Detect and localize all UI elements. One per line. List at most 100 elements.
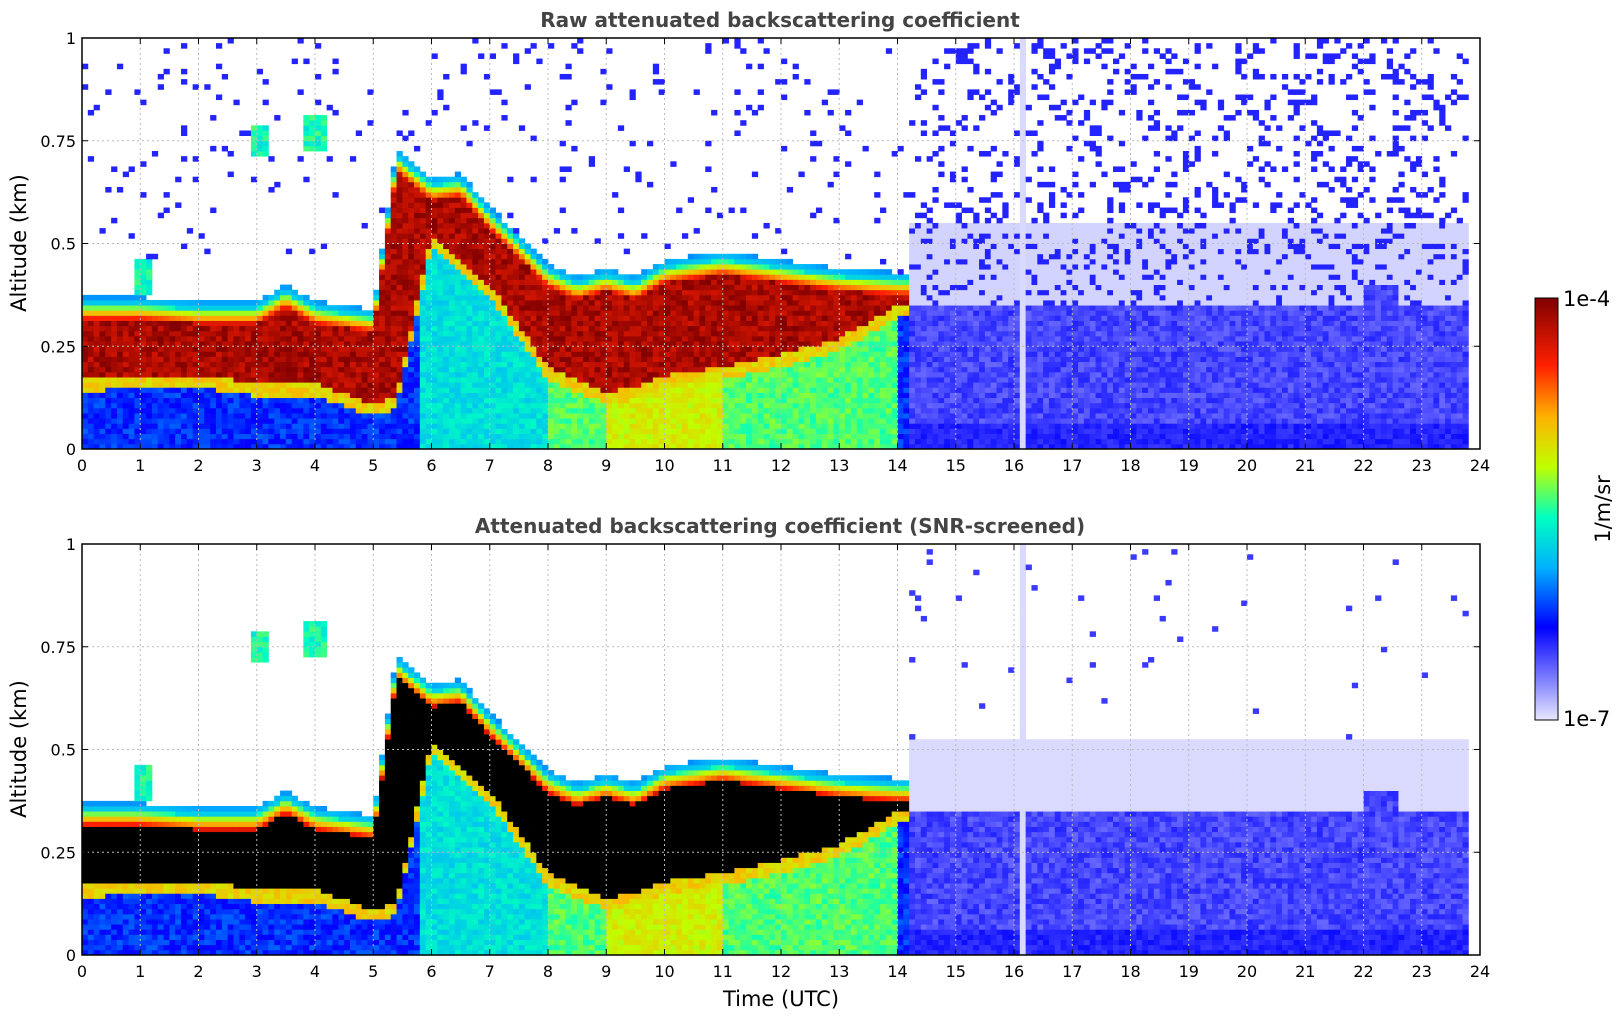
heatmap-cell (489, 371, 496, 378)
heatmap-cell (175, 438, 182, 445)
heatmap-cell (786, 413, 794, 419)
heatmap-cell (105, 397, 112, 404)
heatmap-cell (291, 310, 298, 316)
heatmap-cell (466, 181, 473, 188)
heatmap-cell (565, 433, 572, 440)
heatmap-cell (804, 423, 811, 429)
heatmap-cell (629, 423, 636, 429)
heatmap-cell (769, 361, 776, 368)
heatmap-cell (134, 284, 141, 291)
heatmap-cell (641, 351, 648, 357)
heatmap-cell (693, 392, 700, 399)
heatmap-cell (676, 330, 683, 337)
heatmap-cell (513, 335, 520, 342)
heatmap-cell (192, 325, 199, 332)
heatmap-cell (483, 371, 491, 378)
heatmap-cell (390, 217, 397, 224)
heatmap-cell (606, 361, 613, 368)
heatmap-cell (448, 330, 456, 337)
heatmap-cell (169, 428, 176, 434)
heatmap-cell (227, 341, 234, 347)
heatmap-cell (792, 279, 799, 285)
heatmap-cell (105, 402, 112, 409)
heatmap-cell (483, 233, 491, 239)
heatmap-cell (402, 377, 409, 383)
heatmap-cell (355, 335, 363, 342)
heatmap-cell (437, 264, 444, 270)
heatmap-cell (390, 361, 397, 368)
heatmap-cell (315, 371, 322, 378)
heatmap-cell (670, 418, 677, 424)
heatmap-cell (786, 392, 794, 399)
heatmap-cell (256, 423, 263, 429)
heatmap-cell (448, 305, 456, 311)
heatmap-cell (670, 284, 677, 291)
heatmap-cell (82, 438, 89, 445)
heatmap-cell (414, 351, 421, 357)
heatmap-cell (559, 351, 566, 357)
heatmap-cell (664, 413, 671, 419)
heatmap-cell (146, 397, 153, 404)
heatmap-cell (641, 305, 648, 311)
heatmap-cell (746, 325, 753, 332)
heatmap-cell (402, 356, 409, 363)
heatmap-cell (146, 274, 153, 280)
heatmap-cell (169, 371, 176, 378)
heatmap-cell (338, 413, 345, 419)
heatmap-cell (402, 294, 409, 301)
heatmap-cell (140, 433, 147, 440)
heatmap-cell (221, 407, 229, 414)
heatmap-cell (524, 438, 531, 445)
heatmap-cell (379, 361, 386, 368)
heatmap-cell (728, 433, 735, 440)
heatmap-cell (501, 274, 508, 280)
heatmap-cell (711, 274, 718, 280)
heatmap-cell (775, 294, 782, 301)
heatmap-cell (82, 423, 89, 429)
heatmap-cell (414, 284, 421, 291)
heatmap-cell (623, 325, 630, 332)
heatmap-cell (192, 366, 199, 373)
heatmap-cell (181, 341, 188, 347)
heatmap-cell (751, 387, 759, 393)
heatmap-cell (239, 418, 246, 424)
heatmap-cell (483, 269, 491, 275)
heatmap-cell (612, 279, 619, 285)
heatmap-cell (483, 228, 491, 234)
heatmap-cell (629, 402, 636, 409)
heatmap-cell (559, 418, 566, 424)
heatmap-cell (198, 310, 205, 316)
heatmap-cell (116, 351, 124, 357)
heatmap-cell (507, 402, 514, 409)
heatmap-cell (705, 351, 712, 357)
heatmap-cell (116, 294, 124, 301)
heatmap-cell (542, 351, 549, 357)
heatmap-cell (577, 361, 584, 368)
heatmap-cell (431, 305, 438, 311)
heatmap-cell (157, 330, 164, 337)
heatmap-cell (309, 438, 316, 445)
heatmap-cell (559, 176, 566, 183)
heatmap-cell (775, 413, 782, 419)
heatmap-cell (513, 413, 520, 419)
heatmap-cell (460, 243, 467, 250)
heatmap-cell (146, 264, 153, 270)
heatmap-cell (495, 315, 502, 321)
heatmap-cell (559, 413, 566, 419)
heatmap-cell (716, 407, 724, 414)
heatmap-cell (798, 320, 805, 327)
heatmap-cell (373, 433, 380, 440)
heatmap-cell (349, 361, 357, 368)
heatmap-cell (472, 407, 479, 414)
heatmap-cell (530, 335, 537, 342)
heatmap-cell (530, 423, 537, 429)
heatmap-cell (250, 433, 258, 440)
heatmap-cell (431, 53, 438, 59)
heatmap-cell (530, 407, 537, 414)
heatmap-cell (495, 346, 502, 352)
heatmap-cell (437, 407, 444, 414)
heatmap-cell (483, 212, 491, 219)
heatmap-cell (151, 402, 159, 409)
heatmap-cell (623, 402, 630, 409)
heatmap-cell (798, 315, 805, 321)
